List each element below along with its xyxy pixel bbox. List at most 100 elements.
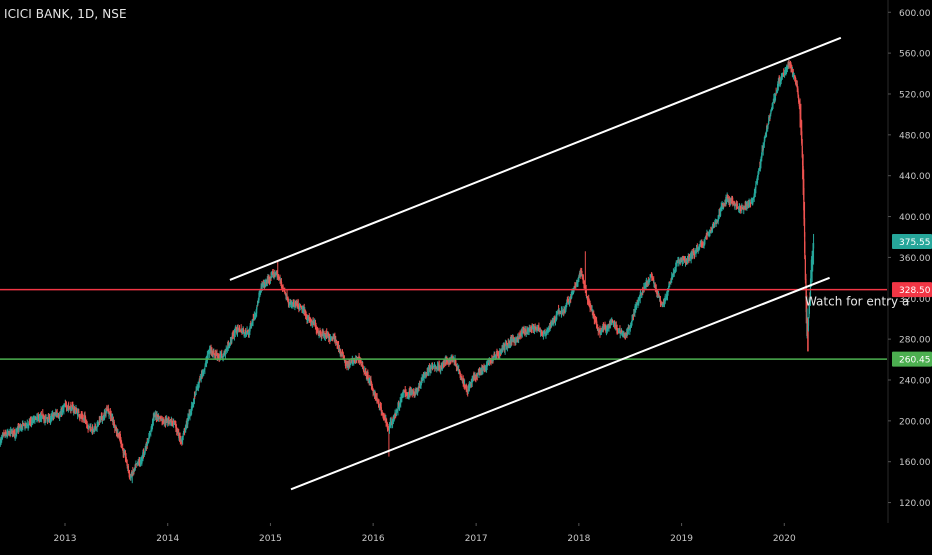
candle-body <box>576 281 579 285</box>
candle-body <box>174 421 176 425</box>
candle-body <box>417 388 419 391</box>
candle-body <box>22 422 24 424</box>
price-tick-label: 600.00 <box>899 9 931 19</box>
candle-body <box>124 453 127 458</box>
candle-body <box>509 343 511 347</box>
candle-body <box>801 131 803 144</box>
candle-body <box>797 91 799 97</box>
candle-body <box>730 199 732 201</box>
candle-body <box>409 390 411 393</box>
candle-body <box>84 416 86 418</box>
candle-body <box>497 352 499 356</box>
candle-body <box>557 309 560 311</box>
candle-body <box>246 331 248 333</box>
candle-body <box>570 296 572 300</box>
candle-body <box>598 330 600 332</box>
candle-body <box>726 196 729 199</box>
candle-body <box>111 416 113 418</box>
candle-body <box>152 417 154 421</box>
candle-body <box>474 376 476 378</box>
candle-body <box>511 339 513 341</box>
candle-body <box>375 397 377 399</box>
candle-body <box>378 403 380 406</box>
candle-body <box>254 315 256 317</box>
candle-body <box>731 199 733 202</box>
candle-body <box>275 273 277 275</box>
candle-body <box>502 347 504 350</box>
candle-body <box>541 331 543 334</box>
candle-body <box>397 406 399 411</box>
candle-body <box>88 426 91 428</box>
candle-body <box>440 368 442 370</box>
candle-body <box>314 324 317 327</box>
candle-body <box>650 274 652 276</box>
candle-body <box>24 424 26 427</box>
candle-body <box>189 413 191 415</box>
candle-body <box>769 114 771 116</box>
candle-body <box>43 416 45 419</box>
candle-body <box>229 345 231 347</box>
candle-body <box>273 272 275 277</box>
time-tick-label: 2015 <box>259 534 282 544</box>
candle-body <box>571 292 573 295</box>
candle-body <box>445 359 447 362</box>
candle-body <box>257 299 259 303</box>
candle-body <box>34 417 36 420</box>
candle-body <box>772 101 774 103</box>
candle-body <box>599 329 601 333</box>
candle-body <box>156 415 159 417</box>
candle-body <box>113 421 115 426</box>
candle-body <box>472 377 474 380</box>
candle-body <box>194 395 196 397</box>
candle-body <box>315 326 317 330</box>
candle-body <box>573 287 575 289</box>
candle-body <box>383 415 385 417</box>
candle-body <box>795 81 797 85</box>
candle-body <box>406 392 408 396</box>
candle-body <box>38 418 40 421</box>
candle-body <box>183 430 185 433</box>
candle-body <box>335 342 338 343</box>
candle-body <box>232 335 234 336</box>
candle-body <box>725 197 728 200</box>
candle-body <box>42 415 44 417</box>
candle-body <box>278 278 280 280</box>
candle-body <box>633 313 635 315</box>
axes-layer: 120.00 160.00 200.00 240.00 280.00 320.00 360.… <box>54 0 932 544</box>
candle-body <box>334 337 336 340</box>
candle-body <box>362 364 364 368</box>
candle-body <box>95 426 97 429</box>
price-tick-label: 160.00 <box>899 458 931 468</box>
candles-layer <box>0 59 815 484</box>
candle-body <box>716 220 718 223</box>
candle-body <box>663 301 666 303</box>
candle-body <box>462 378 464 382</box>
candle-body <box>644 284 647 286</box>
price-tick-label: 480.00 <box>899 131 931 141</box>
candle-body <box>478 372 480 375</box>
price-tick-label: 520.00 <box>899 90 931 100</box>
candle-body <box>59 415 61 418</box>
candle-body <box>198 380 200 384</box>
candle-body <box>807 318 809 327</box>
candle-body <box>771 107 773 110</box>
candle-body <box>788 64 790 66</box>
candle-body <box>441 364 443 368</box>
candle-body <box>810 279 812 285</box>
candle-body <box>305 313 307 317</box>
candle-body <box>736 203 738 206</box>
candle-body <box>293 303 295 305</box>
candle-body <box>572 289 575 293</box>
candle-body <box>371 387 374 391</box>
candle-body <box>469 384 471 386</box>
candle-body <box>81 415 83 419</box>
candle-body <box>796 84 798 89</box>
candle-body <box>104 413 106 414</box>
candle-body <box>689 257 691 259</box>
candle-body <box>303 308 305 311</box>
candle-body <box>770 109 772 113</box>
candle-body <box>741 208 743 210</box>
candle-body <box>790 68 792 70</box>
